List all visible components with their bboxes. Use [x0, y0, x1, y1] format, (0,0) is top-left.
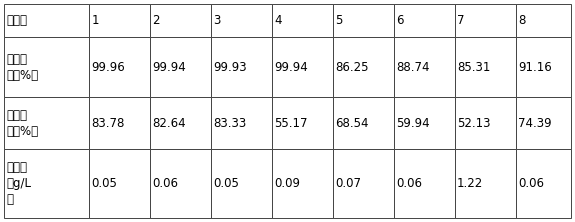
Text: 68.54: 68.54: [335, 117, 369, 130]
Bar: [334, 4, 394, 37]
Text: 0.05: 0.05: [91, 177, 117, 190]
Text: 7: 7: [457, 14, 465, 27]
Text: 0.09: 0.09: [274, 177, 300, 190]
Bar: [89, 97, 150, 149]
Text: 4: 4: [274, 14, 282, 27]
Bar: [516, 149, 571, 218]
Text: 99.93: 99.93: [213, 61, 247, 74]
Text: 82.64: 82.64: [152, 117, 186, 130]
Text: 0.06: 0.06: [396, 177, 422, 190]
Bar: [4, 97, 89, 149]
Text: 实施例: 实施例: [6, 14, 28, 27]
Bar: [272, 149, 333, 218]
Bar: [150, 4, 211, 37]
Text: 1: 1: [91, 14, 99, 27]
Bar: [334, 97, 394, 149]
Bar: [516, 37, 571, 97]
Text: 0.06: 0.06: [518, 177, 544, 190]
Bar: [334, 37, 394, 97]
Text: 6: 6: [396, 14, 404, 27]
Bar: [211, 37, 272, 97]
Text: 0.05: 0.05: [213, 177, 239, 190]
Text: 1.22: 1.22: [457, 177, 483, 190]
Bar: [150, 37, 211, 97]
Bar: [334, 149, 394, 218]
Bar: [394, 149, 455, 218]
Text: 91.16: 91.16: [518, 61, 551, 74]
Bar: [211, 4, 272, 37]
Text: 3: 3: [213, 14, 220, 27]
Text: 0.06: 0.06: [152, 177, 178, 190]
Bar: [89, 149, 150, 218]
Bar: [4, 4, 89, 37]
Bar: [455, 149, 516, 218]
Text: 5: 5: [335, 14, 343, 27]
Text: 74.39: 74.39: [518, 117, 551, 130]
Bar: [455, 4, 516, 37]
Text: 83.33: 83.33: [213, 117, 246, 130]
Text: 85.31: 85.31: [457, 61, 490, 74]
Bar: [211, 97, 272, 149]
Text: 锌回收
率（%）: 锌回收 率（%）: [6, 109, 39, 138]
Bar: [455, 37, 516, 97]
Text: 锌锭纯
度（%）: 锌锭纯 度（%）: [6, 53, 39, 82]
Bar: [4, 149, 89, 218]
Bar: [4, 37, 89, 97]
Text: 氯含量
（g/L
）: 氯含量 （g/L ）: [6, 161, 32, 206]
Bar: [394, 97, 455, 149]
Bar: [211, 149, 272, 218]
Text: 59.94: 59.94: [396, 117, 430, 130]
Text: 8: 8: [518, 14, 525, 27]
Bar: [394, 4, 455, 37]
Bar: [272, 37, 333, 97]
Text: 99.94: 99.94: [152, 61, 186, 74]
Bar: [89, 37, 150, 97]
Text: 0.07: 0.07: [335, 177, 361, 190]
Text: 2: 2: [152, 14, 160, 27]
Bar: [455, 97, 516, 149]
Text: 52.13: 52.13: [457, 117, 490, 130]
Text: 83.78: 83.78: [91, 117, 125, 130]
Bar: [272, 4, 333, 37]
Text: 99.94: 99.94: [274, 61, 308, 74]
Bar: [89, 4, 150, 37]
Bar: [516, 97, 571, 149]
Bar: [516, 4, 571, 37]
Text: 88.74: 88.74: [396, 61, 430, 74]
Text: 86.25: 86.25: [335, 61, 369, 74]
Text: 55.17: 55.17: [274, 117, 308, 130]
Bar: [272, 97, 333, 149]
Bar: [150, 97, 211, 149]
Text: 99.96: 99.96: [91, 61, 125, 74]
Bar: [394, 37, 455, 97]
Bar: [150, 149, 211, 218]
